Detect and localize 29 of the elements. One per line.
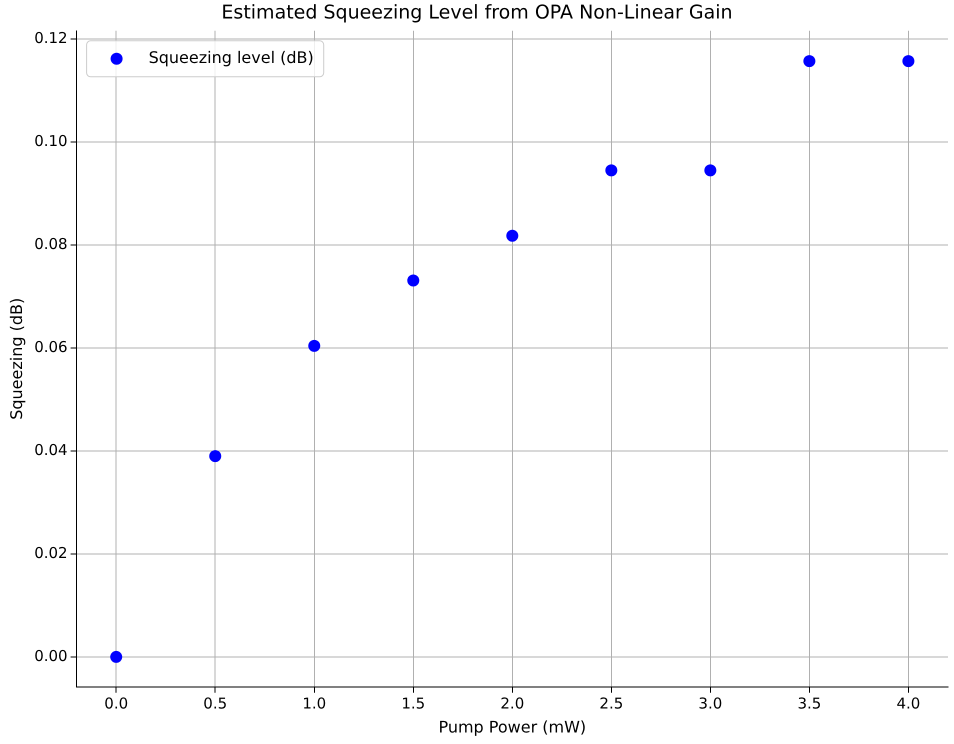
point [308,340,320,352]
point [605,164,618,176]
point [407,274,420,287]
x-tick-label: 2.0 [500,694,524,713]
y-tick-label: 0.00 [34,646,68,665]
x-tick-label: 3.5 [797,694,822,713]
point [803,55,816,68]
x-tick-label: 3.0 [698,694,722,713]
point [506,230,518,242]
chart-title: Estimated Squeezing Level from OPA Non-Linear Gain [221,1,733,24]
y-tick-label: 0.04 [34,440,68,459]
y-tick-label: 0.08 [34,234,68,253]
x-tick-label: 1.5 [401,694,426,713]
y-tick-label: 0.06 [34,338,68,356]
point [209,450,222,462]
x-tick-label: 0.5 [203,694,228,713]
y-tick-label: 0.10 [34,132,68,150]
x-tick-label: 1.0 [302,694,326,713]
y-tick-label: 0.02 [34,544,68,562]
point [110,650,122,663]
legend-label: Squeezing level (dB) [148,48,314,67]
point [704,164,716,176]
x-tick-label: 4.0 [896,694,920,713]
y-axis-title: Squeezing (dB) [6,298,26,420]
x-tick-label: 2.5 [599,694,624,713]
point [902,55,914,68]
x-tick-label: 0.0 [104,694,128,713]
y-tick-label: 0.12 [34,28,68,47]
x-axis-title: Pump Power (mW) [438,718,586,737]
